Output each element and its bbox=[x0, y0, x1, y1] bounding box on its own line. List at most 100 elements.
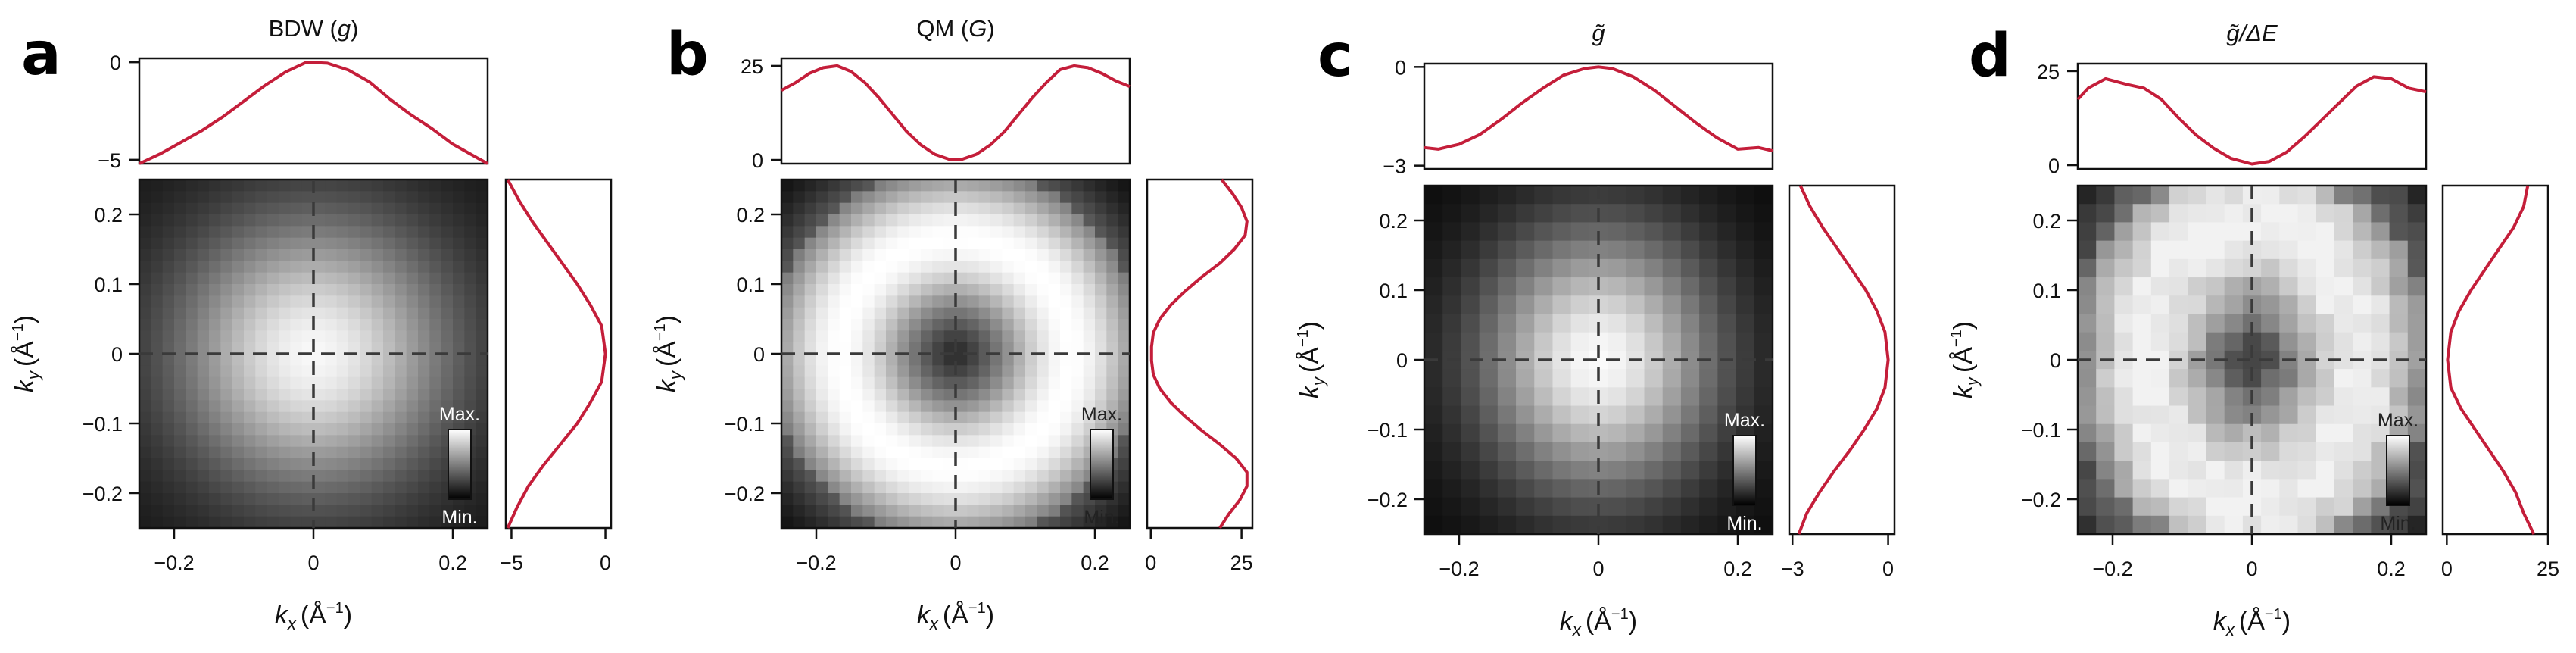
heatmap-cell bbox=[781, 319, 794, 331]
heatmap-cell bbox=[909, 354, 922, 366]
heatmap-cell bbox=[464, 272, 477, 285]
heatmap-cell bbox=[909, 458, 922, 470]
heatmap-cell bbox=[174, 354, 186, 366]
heatmap-cell bbox=[839, 307, 852, 320]
heatmap-cell bbox=[151, 342, 164, 355]
heatmap-cell bbox=[174, 191, 186, 204]
heatmap-cell bbox=[1699, 515, 1718, 535]
heatmap-cell bbox=[313, 202, 326, 215]
heatmap-cell bbox=[279, 180, 291, 192]
heatmap-cell bbox=[1754, 314, 1773, 333]
heatmap-cell bbox=[967, 493, 980, 505]
heatmap-cell bbox=[267, 376, 279, 389]
heatmap-cell bbox=[348, 307, 360, 320]
heatmap-cell bbox=[174, 458, 186, 470]
heatmap-cell bbox=[956, 516, 968, 529]
heatmap-cell bbox=[186, 307, 198, 320]
heatmap-cell bbox=[360, 411, 373, 424]
heatmap-cell bbox=[2334, 332, 2353, 351]
heatmap-cell bbox=[1048, 400, 1061, 413]
heatmap-cell bbox=[943, 191, 956, 204]
heatmap-cell bbox=[990, 330, 1003, 343]
heatmap-cell bbox=[1071, 470, 1084, 483]
heatmap-cell bbox=[244, 446, 256, 459]
heatmap-cell bbox=[360, 295, 373, 308]
heatmap-cell bbox=[279, 261, 291, 273]
heatmap-cell bbox=[2224, 222, 2244, 242]
heatmap-cell bbox=[781, 423, 794, 436]
heatmap-cell bbox=[418, 180, 430, 192]
heatmap-cell bbox=[2297, 387, 2317, 407]
heatmap-cell bbox=[990, 516, 1003, 529]
heatmap-cell bbox=[2169, 515, 2188, 535]
heatmap-cell bbox=[418, 458, 430, 470]
heatmap-cell bbox=[464, 330, 477, 343]
heatmap-cell bbox=[301, 376, 314, 389]
side-profile-line bbox=[506, 179, 607, 529]
heatmap-cell bbox=[886, 214, 898, 227]
heatmap-cell bbox=[1002, 354, 1015, 366]
heatmap-cell bbox=[441, 284, 454, 296]
heatmap-cell bbox=[232, 481, 245, 494]
heatmap-cell bbox=[816, 458, 828, 470]
heatmap-cell bbox=[418, 446, 430, 459]
heatmap-cell bbox=[1754, 442, 1773, 461]
heatmap-cell bbox=[255, 191, 268, 204]
heatmap-cell bbox=[2078, 258, 2097, 278]
heatmap-cell bbox=[325, 446, 338, 459]
heatmap-cell bbox=[395, 435, 407, 448]
heatmap-cell bbox=[804, 284, 817, 296]
heatmap-cell bbox=[348, 249, 360, 261]
heatmap-cell bbox=[220, 516, 233, 529]
heatmap-cell bbox=[921, 354, 933, 366]
heatmap-cell bbox=[209, 389, 221, 401]
heatmap-cell bbox=[2371, 186, 2390, 205]
heatmap-cell bbox=[1608, 442, 1626, 461]
heatmap-cell bbox=[197, 376, 210, 389]
heatmap-cell bbox=[874, 202, 887, 215]
heatmap-cell bbox=[1083, 295, 1096, 308]
x-tick-label: 0.2 bbox=[1723, 558, 1752, 580]
heatmap-cell bbox=[851, 295, 863, 308]
heatmap-cell bbox=[2279, 186, 2299, 205]
heatmap-cell bbox=[325, 261, 338, 273]
heatmap-cell bbox=[1442, 277, 1462, 296]
heatmap-cell bbox=[395, 261, 407, 273]
heatmap-cell bbox=[886, 435, 898, 448]
heatmap-cell bbox=[464, 365, 477, 378]
heatmap-cell bbox=[1083, 180, 1096, 192]
heatmap-cell bbox=[1461, 479, 1480, 498]
heatmap-cell bbox=[325, 226, 338, 239]
y-tick-label: 0.2 bbox=[94, 204, 123, 227]
colorbar: Max.Min. bbox=[1724, 410, 1765, 534]
heatmap-cell bbox=[139, 423, 151, 436]
heatmap-cell bbox=[395, 202, 407, 215]
heatmap-cell bbox=[209, 307, 221, 320]
heatmap-cell bbox=[453, 295, 465, 308]
heatmap-cell bbox=[2389, 204, 2409, 223]
heatmap-cell bbox=[862, 458, 875, 470]
heatmap-cell bbox=[2114, 277, 2134, 296]
heatmap-cell bbox=[2261, 295, 2280, 315]
heatmap-cell bbox=[2353, 332, 2372, 351]
kx-symbol: k bbox=[2213, 607, 2228, 636]
heatmap-cell bbox=[255, 237, 268, 250]
heatmap-cell bbox=[336, 261, 349, 273]
heatmap-cell bbox=[897, 493, 910, 505]
heatmap-cell bbox=[932, 376, 945, 389]
heatmap-cell bbox=[313, 411, 326, 424]
heatmap: Max.Min. bbox=[138, 178, 489, 530]
heatmap-cell bbox=[395, 481, 407, 494]
heatmap-cell bbox=[967, 284, 980, 296]
heatmap-cell bbox=[418, 389, 430, 401]
heatmap-cell bbox=[828, 342, 840, 355]
heatmap-cell bbox=[1083, 191, 1096, 204]
heatmap-cell bbox=[464, 295, 477, 308]
heatmap-cell bbox=[851, 435, 863, 448]
heatmap-cell bbox=[360, 365, 373, 378]
heatmap-cell bbox=[2169, 479, 2188, 498]
heatmap-cell bbox=[886, 516, 898, 529]
heatmap-cell bbox=[197, 458, 210, 470]
heatmap-cell bbox=[839, 376, 852, 389]
heatmap-cell bbox=[313, 400, 326, 413]
